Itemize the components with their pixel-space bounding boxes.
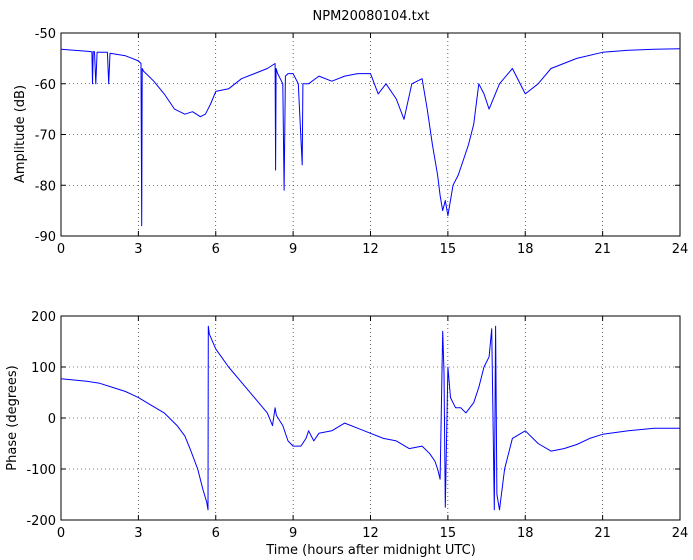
phase-xtick-label: 3: [134, 526, 142, 541]
phase-line: [60, 325, 680, 511]
amplitude-xtick-label: 12: [362, 242, 379, 257]
amplitude-xtick-label: 24: [672, 242, 689, 257]
phase-ytick-label: 100: [31, 361, 56, 376]
phase-ytick-label: 0: [48, 412, 56, 427]
amplitude-ytick-label: -80: [35, 179, 56, 194]
phase-xtick-label: 9: [289, 526, 297, 541]
phase-xtick-label: 24: [672, 526, 689, 541]
amplitude-plot: 0 3 6 9 12 15 18 21 24 -90 -80 -70 -60 -50 Amplitude …: [13, 27, 688, 257]
phase-ytick-label: -200: [26, 514, 56, 529]
phase-xtick-label: 18: [517, 526, 534, 541]
amplitude-xtick-label: 21: [594, 242, 611, 257]
amplitude-xtick-label: 3: [134, 242, 142, 257]
phase-xtick-label: 0: [57, 526, 65, 541]
amplitude-series: [60, 48, 681, 227]
amplitude-line: [60, 48, 681, 227]
phase-xtick-label: 15: [440, 526, 457, 541]
phase-xtick-label: 21: [594, 526, 611, 541]
amplitude-ytick-label: -70: [35, 129, 56, 144]
amplitude-ytick-label: -60: [35, 78, 56, 93]
amplitude-xtick-label: 0: [57, 242, 65, 257]
phase-xtick-label: 6: [212, 526, 220, 541]
amplitude-ylabel: Amplitude (dB): [13, 85, 28, 183]
amplitude-xtick-label: 18: [517, 242, 534, 257]
phase-ticks: 0 3 6 9 12 15 18 21 24 -200 -100 0 100 200: [26, 310, 688, 541]
phase-ytick-label: 200: [31, 310, 56, 325]
amplitude-xtick-label: 6: [212, 242, 220, 257]
amplitude-ytick-label: -50: [35, 27, 56, 42]
phase-plot: 0 3 6 9 12 15 18 21 24 -200 -100 0 100 200 Phase (deg…: [5, 310, 688, 558]
phase-xlabel: Time (hours after midnight UTC): [265, 543, 476, 558]
amplitude-ytick-label: -90: [35, 230, 56, 245]
figure-title: NPM20080104.txt: [313, 9, 430, 24]
phase-xtick-label: 12: [362, 526, 379, 541]
amplitude-xtick-label: 15: [440, 242, 457, 257]
amplitude-ticks: 0 3 6 9 12 15 18 21 24 -90 -80 -70 -60 -50: [35, 27, 689, 257]
phase-ytick-label: -100: [26, 463, 56, 478]
phase-ylabel: Phase (degrees): [5, 365, 20, 470]
phase-series: [60, 325, 680, 511]
amplitude-xtick-label: 9: [289, 242, 297, 257]
